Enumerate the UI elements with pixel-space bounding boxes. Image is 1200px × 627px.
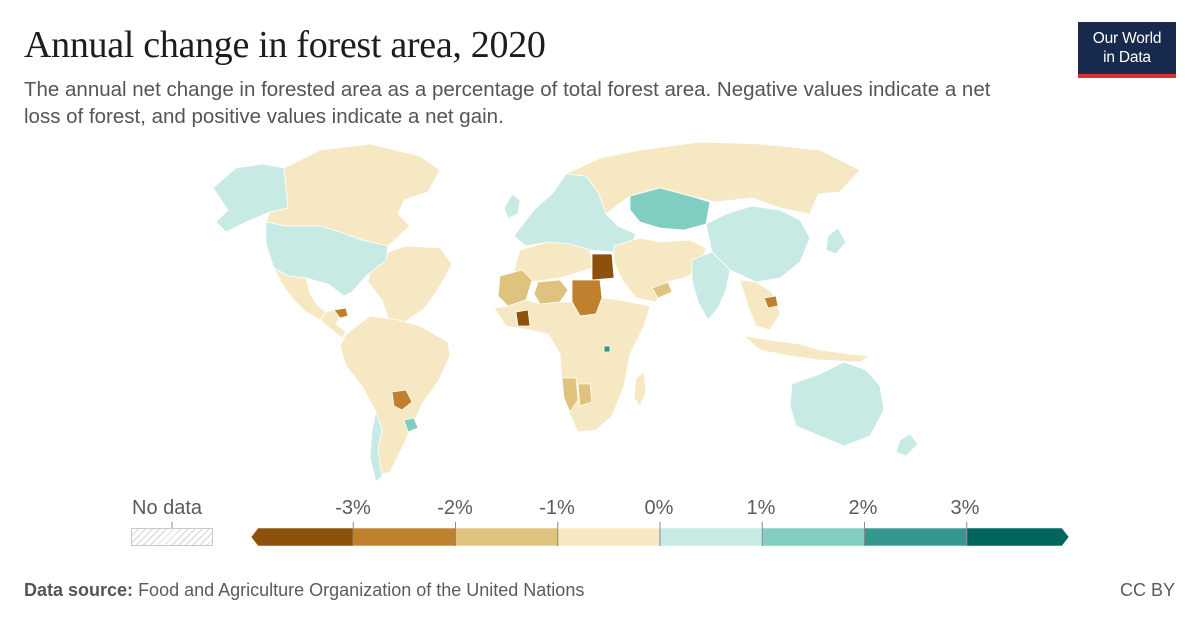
region-indonesia[interactable]	[743, 335, 871, 363]
region-greenland[interactable]	[367, 245, 453, 325]
legend-bin-4[interactable]	[557, 527, 661, 547]
source-text: Food and Agriculture Organization of the…	[138, 580, 585, 600]
tick-label-1: -3%	[335, 497, 371, 519]
region-egypt[interactable]	[591, 253, 615, 281]
region-paraguay[interactable]	[391, 389, 413, 411]
logo-line-1: Our World	[1092, 30, 1162, 47]
tick-label-3: -1%	[539, 497, 575, 519]
chart-title: Annual change in forest area, 2020	[24, 24, 546, 66]
region-new-zealand[interactable]	[895, 433, 919, 457]
region-japan[interactable]	[825, 227, 847, 255]
region-australia[interactable]	[789, 361, 885, 447]
region-chile[interactable]	[369, 411, 383, 483]
legend-bin-5[interactable]	[659, 527, 763, 547]
region-niger[interactable]	[533, 279, 569, 305]
region-india[interactable]	[691, 251, 731, 321]
world-map-svg	[212, 141, 919, 483]
world-map[interactable]	[0, 130, 1200, 490]
owid-logo[interactable]: Our World in Data	[1078, 22, 1176, 78]
region-madagascar[interactable]	[633, 371, 647, 407]
license-link[interactable]: CC BY	[1119, 580, 1175, 600]
tick-label-6: 2%	[848, 497, 878, 519]
legend-bin-8[interactable]	[966, 527, 1070, 547]
region-canada[interactable]	[265, 143, 441, 247]
color-legend: No data -3% -2% -1% 0% 1% 2% 3%	[0, 490, 1200, 560]
region-southeast-asia[interactable]	[739, 279, 781, 331]
region-cambodia[interactable]	[763, 295, 779, 309]
chart-subtitle: The annual net change in forested area a…	[24, 78, 991, 128]
region-botswana[interactable]	[577, 383, 593, 407]
legend-bin-7[interactable]	[864, 527, 968, 547]
tick-label-7: 3%	[950, 497, 980, 519]
tick-label-2: -2%	[437, 497, 473, 519]
region-kazakhstan[interactable]	[629, 187, 711, 231]
color-scale	[171, 522, 1070, 547]
data-source: Data source: Food and Agriculture Organi…	[24, 580, 584, 601]
region-middle-east[interactable]	[613, 237, 707, 303]
region-uk[interactable]	[503, 193, 521, 219]
region-uruguay[interactable]	[403, 417, 419, 433]
region-sub-saharan-africa[interactable]	[493, 297, 651, 433]
logo-line-2: in Data	[1103, 49, 1151, 66]
no-data-swatch	[131, 528, 213, 546]
tick-label-4: 0%	[644, 497, 674, 519]
legend-bin-2[interactable]	[352, 527, 456, 547]
legend-bin-3[interactable]	[455, 527, 559, 547]
region-cote-divoire[interactable]	[515, 309, 531, 327]
tick-label-5: 1%	[746, 497, 776, 519]
legend-bin-6[interactable]	[761, 527, 865, 547]
source-label: Data source:	[24, 580, 134, 600]
region-honduras[interactable]	[333, 307, 349, 319]
region-rwanda[interactable]	[603, 345, 611, 353]
region-namibia[interactable]	[561, 377, 579, 413]
region-yemen[interactable]	[651, 281, 673, 299]
no-data-label: No data	[132, 497, 203, 519]
legend-bin-1[interactable]	[250, 527, 354, 547]
region-russia[interactable]	[565, 141, 861, 215]
